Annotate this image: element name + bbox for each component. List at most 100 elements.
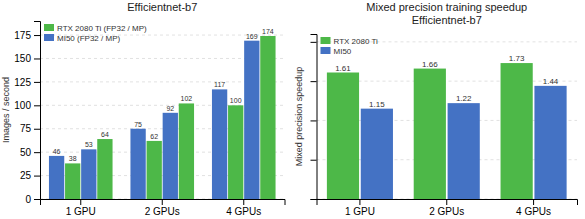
tick-mark <box>311 160 317 161</box>
legend-item: RTX 2080 Ti (FP32 / MP) <box>44 24 147 33</box>
tick-mark <box>34 35 40 36</box>
bars <box>327 63 567 199</box>
figure: 1 GPU 2 GPUs 4 GPUs 0 25 50 75 100 125 150 175 46 75… <box>0 0 585 219</box>
tick: 1 GPU <box>345 199 375 217</box>
data-label: 92 <box>166 105 174 112</box>
tick <box>311 120 317 121</box>
tick: 100 <box>14 100 40 111</box>
tick <box>311 199 317 200</box>
tick-label: 75 <box>20 123 32 134</box>
tick-mark <box>446 199 447 205</box>
y-axis-title: Images / second <box>1 77 11 143</box>
data-label: 75 <box>134 121 142 128</box>
legend-label: RTX 2080 Ti <box>334 37 379 46</box>
data-label: 174 <box>262 28 274 35</box>
data-label: 53 <box>85 141 93 148</box>
tick-label: 50 <box>20 147 32 158</box>
data-label: 169 <box>246 33 258 40</box>
data-label: 62 <box>150 133 158 140</box>
tick: 25 <box>20 170 40 181</box>
tick-mark <box>34 58 40 59</box>
data-label: 117 <box>214 81 225 88</box>
x-axis: 1 GPU 2 GPUs 4 GPUs <box>317 199 578 217</box>
tick-mark <box>243 199 244 205</box>
data-label: 46 <box>53 148 61 155</box>
legend-label: MI50 <box>334 47 352 56</box>
panel: 1 GPU 2 GPUs 4 GPUs 0 25 50 75 100 125 150 175 46 75… <box>1 1 285 217</box>
data-label: 102 <box>181 95 193 102</box>
tick-mark <box>311 42 317 43</box>
bar <box>448 103 480 199</box>
tick: 1 GPU <box>66 199 96 217</box>
grid <box>40 35 285 199</box>
tick-mark <box>533 199 534 205</box>
tick: 0 <box>25 194 40 205</box>
tick: 150 <box>14 53 40 64</box>
tick <box>311 81 317 82</box>
bar <box>49 156 64 199</box>
grid <box>317 42 578 199</box>
title: Mixed precision training speedupEfficien… <box>366 1 527 26</box>
bar <box>81 149 96 199</box>
data-labels: 1.611.661.731.151.221.44 <box>335 54 559 109</box>
tick-mark <box>34 105 40 106</box>
bar <box>501 63 533 199</box>
tick-mark <box>359 199 360 205</box>
tick: 4 GPUs <box>516 199 551 217</box>
tick-mark <box>80 199 81 205</box>
x-axis: 1 GPU 2 GPUs 4 GPUs <box>41 199 286 217</box>
tick-mark <box>34 176 40 177</box>
data-label: 1.44 <box>543 77 559 86</box>
tick-label: 2 GPUs <box>429 206 464 217</box>
title: Efficientnet-b7 <box>127 1 197 13</box>
axis-line <box>311 35 318 200</box>
tick: 125 <box>14 77 40 88</box>
bar <box>327 73 359 200</box>
data-label: 1.15 <box>369 100 385 109</box>
tick: 2 GPUs <box>429 199 464 217</box>
tick-mark <box>311 199 317 200</box>
tick-label: 0 <box>25 194 31 205</box>
tick-label: 100 <box>14 100 31 111</box>
tick: 75 <box>20 123 40 134</box>
tick-label: 175 <box>14 30 31 41</box>
legend-swatch <box>44 34 54 41</box>
tick-label: 150 <box>14 53 31 64</box>
bar <box>130 129 145 199</box>
tick-label: 4 GPUs <box>226 206 261 217</box>
tick-mark <box>311 81 317 82</box>
bars <box>49 36 276 199</box>
tick-label: 125 <box>14 77 31 88</box>
bar <box>534 86 566 199</box>
bar <box>361 109 393 199</box>
legend-swatch <box>321 37 331 44</box>
legend-item: MI50 <box>321 47 352 56</box>
bar <box>212 89 227 199</box>
tick: 4 GPUs <box>226 199 261 217</box>
bar <box>228 105 243 199</box>
plot-area: 1 GPU 2 GPUs 4 GPUs 0 25 50 75 100 125 150 175 46 75… <box>14 22 285 218</box>
plot-area: 1 GPU2 GPUs4 GPUs1.611.661.731.151.221.4… <box>311 35 578 218</box>
tick-label: 2 GPUs <box>145 206 180 217</box>
legend-swatch <box>321 47 331 54</box>
bar <box>414 69 446 199</box>
axis-line <box>41 200 286 206</box>
tick: 175 <box>14 30 40 41</box>
bar <box>260 36 275 199</box>
tick-label: 1 GPU <box>345 206 375 217</box>
tick-mark <box>34 152 40 153</box>
tick-mark <box>34 129 40 130</box>
panel: 1 GPU2 GPUs4 GPUs1.611.661.731.151.221.4… <box>294 1 578 217</box>
legend-label: MI50 (FP32 / MP) <box>57 34 120 43</box>
bar <box>65 163 80 199</box>
axis-line <box>317 200 578 206</box>
legend-label: RTX 2080 Ti (FP32 / MP) <box>57 24 147 33</box>
bar <box>244 41 259 199</box>
data-label: 1.73 <box>509 54 525 63</box>
tick-mark <box>311 120 317 121</box>
data-label: 64 <box>101 131 109 138</box>
tick: 50 <box>20 147 40 158</box>
data-labels: 46751173862100539216964102174 <box>53 28 274 162</box>
tick-mark <box>34 82 40 83</box>
bar <box>97 139 112 199</box>
